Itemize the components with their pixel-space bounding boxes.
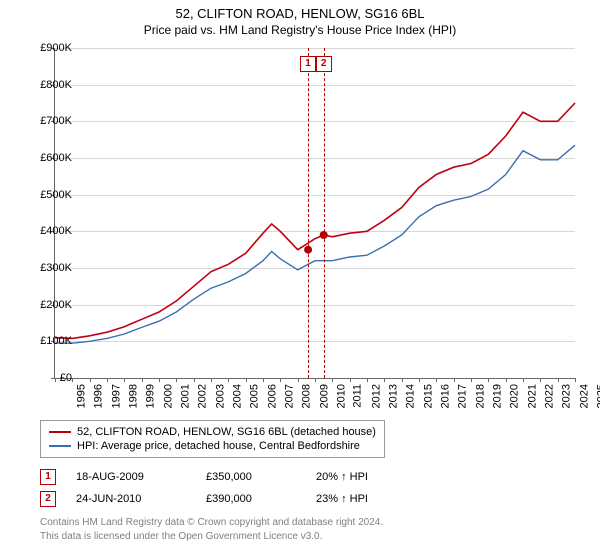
x-axis-label: 2013 — [387, 384, 399, 408]
legend-label: 52, CLIFTON ROAD, HENLOW, SG16 6BL (deta… — [77, 426, 376, 438]
sale-date: 18-AUG-2009 — [76, 471, 206, 483]
footer-line: This data is licensed under the Open Gov… — [40, 530, 383, 544]
series-property — [55, 103, 575, 338]
y-axis-label: £500K — [22, 189, 72, 201]
y-axis-label: £400K — [22, 225, 72, 237]
chart-lines — [55, 48, 575, 378]
x-axis-label: 2025 — [595, 384, 600, 408]
x-axis-label: 1997 — [110, 384, 122, 408]
sale-vs-hpi: 23% ↑ HPI — [316, 493, 436, 505]
x-axis-label: 2000 — [162, 384, 174, 408]
page-subtitle: Price paid vs. HM Land Registry's House … — [0, 21, 600, 37]
x-axis-label: 1999 — [145, 384, 157, 408]
footer-line: Contains HM Land Registry data © Crown c… — [40, 516, 383, 530]
legend-swatch-property — [49, 431, 71, 433]
x-axis-label: 2005 — [249, 384, 261, 408]
y-axis-label: £300K — [22, 262, 72, 274]
x-axis-label: 2001 — [179, 384, 191, 408]
sale-vertical-line — [324, 48, 325, 378]
sale-price: £390,000 — [206, 493, 316, 505]
x-axis-label: 2008 — [301, 384, 313, 408]
sale-date: 24-JUN-2010 — [76, 493, 206, 505]
sale-vertical-line — [308, 48, 309, 378]
x-axis-label: 2020 — [509, 384, 521, 408]
y-axis-label: £600K — [22, 152, 72, 164]
legend-row: HPI: Average price, detached house, Cent… — [49, 439, 376, 453]
legend: 52, CLIFTON ROAD, HENLOW, SG16 6BL (deta… — [40, 420, 385, 458]
y-axis-label: £100K — [22, 335, 72, 347]
x-axis-label: 2017 — [457, 384, 469, 408]
x-axis-label: 2011 — [352, 384, 364, 408]
x-axis-label: 2004 — [231, 384, 243, 408]
x-axis-label: 2016 — [439, 384, 451, 408]
x-axis-label: 2006 — [266, 384, 278, 408]
x-axis-label: 2007 — [283, 384, 295, 408]
x-axis-label: 2018 — [474, 384, 486, 408]
sale-number-badge: 1 — [40, 469, 56, 485]
sale-marker-badge: 2 — [316, 56, 332, 72]
x-axis-labels: 1995 1996 1997 1998 1999 2000 2001 2002 2003 2004… — [54, 378, 574, 418]
x-axis-label: 2021 — [526, 384, 538, 408]
x-axis-label: 2023 — [561, 384, 573, 408]
x-axis-label: 2010 — [335, 384, 347, 408]
x-axis-label: 2015 — [422, 384, 434, 408]
x-axis-label: 1996 — [93, 384, 105, 408]
x-axis-label: 2022 — [543, 384, 555, 408]
sale-vs-hpi: 20% ↑ HPI — [316, 471, 436, 483]
y-axis-label: £200K — [22, 299, 72, 311]
x-axis-label: 2024 — [578, 384, 590, 408]
sale-row: 2 24-JUN-2010 £390,000 23% ↑ HPI — [40, 488, 436, 510]
sales-list: 1 18-AUG-2009 £350,000 20% ↑ HPI 2 24-JU… — [40, 466, 436, 510]
footer-copyright: Contains HM Land Registry data © Crown c… — [40, 516, 383, 543]
x-axis-label: 2002 — [197, 384, 209, 408]
sale-row: 1 18-AUG-2009 £350,000 20% ↑ HPI — [40, 466, 436, 488]
x-axis-label: 2003 — [214, 384, 226, 408]
x-axis-label: 1995 — [75, 384, 87, 408]
x-axis-label: 1998 — [127, 384, 139, 408]
x-axis-label: 2009 — [318, 384, 330, 408]
y-axis-label: £900K — [22, 42, 72, 54]
sale-marker-badge: 1 — [300, 56, 316, 72]
legend-row: 52, CLIFTON ROAD, HENLOW, SG16 6BL (deta… — [49, 425, 376, 439]
y-axis-label: £700K — [22, 115, 72, 127]
sale-number-badge: 2 — [40, 491, 56, 507]
legend-label: HPI: Average price, detached house, Cent… — [77, 440, 360, 452]
x-axis-label: 2012 — [370, 384, 382, 408]
x-axis-label: 2019 — [491, 384, 503, 408]
chart-plot-area: 12 — [54, 48, 575, 379]
series-hpi — [55, 145, 575, 343]
page-title: 52, CLIFTON ROAD, HENLOW, SG16 6BL — [0, 0, 600, 21]
sale-price: £350,000 — [206, 471, 316, 483]
y-axis-label: £800K — [22, 79, 72, 91]
x-axis-label: 2014 — [405, 384, 417, 408]
legend-swatch-hpi — [49, 445, 71, 447]
